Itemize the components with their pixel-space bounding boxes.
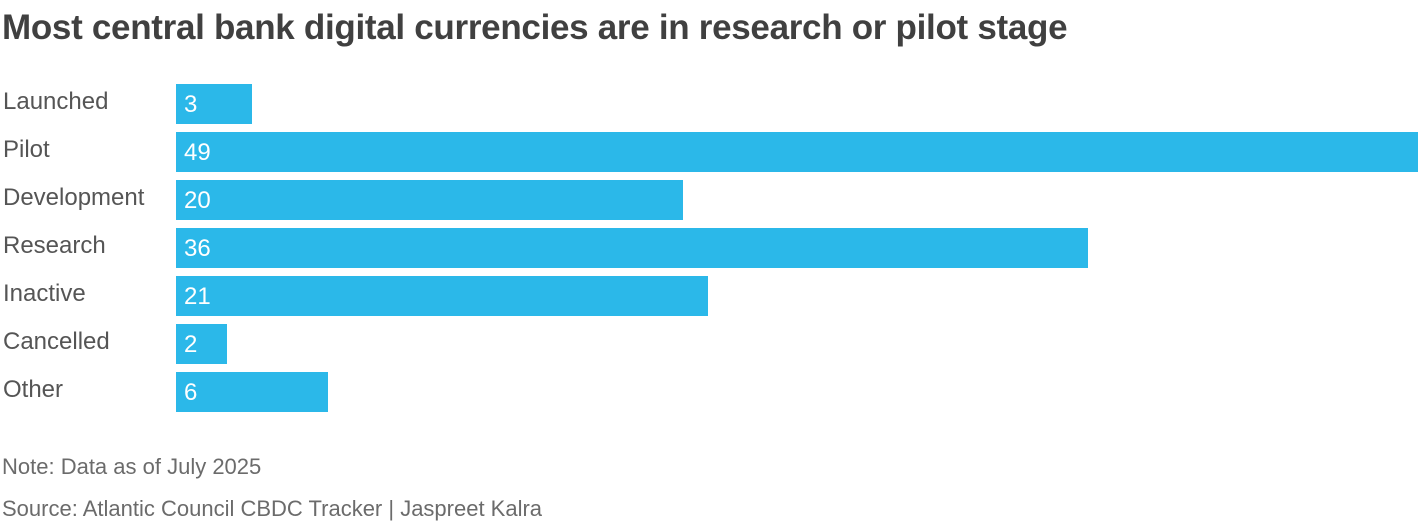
value-label: 36 (184, 235, 211, 262)
value-label: 3 (184, 91, 198, 118)
bar-row: Other 6 (0, 372, 1420, 412)
bar: 20 (176, 180, 683, 220)
category-label: Launched (3, 88, 109, 115)
category-label: Cancelled (3, 328, 110, 355)
value-label: 49 (184, 139, 211, 166)
category-label: Other (3, 376, 64, 403)
value-label: 2 (184, 331, 198, 358)
bar-row: Pilot 49 (0, 132, 1420, 172)
category-label: Research (3, 232, 106, 259)
category-label: Development (3, 184, 145, 211)
bar-row: Development 20 (0, 180, 1420, 220)
value-label: 20 (184, 187, 211, 214)
category-label: Pilot (3, 136, 50, 163)
bar-row: Launched 3 (0, 84, 1420, 124)
chart-note: Note: Data as of July 2025 (2, 454, 262, 479)
bar: 3 (176, 84, 252, 124)
chart-title: Most central bank digital currencies are… (2, 8, 1068, 47)
value-label: 21 (184, 283, 211, 310)
bar: 2 (176, 324, 227, 364)
bar-row: Inactive 21 (0, 276, 1420, 316)
chart-source: Source: Atlantic Council CBDC Tracker | … (2, 496, 543, 521)
bar: 36 (176, 228, 1088, 268)
value-label: 6 (184, 379, 198, 406)
bar: 21 (176, 276, 708, 316)
bar: 6 (176, 372, 328, 412)
bar-row: Research 36 (0, 228, 1420, 268)
category-label: Inactive (3, 280, 86, 307)
bar-row: Cancelled 2 (0, 324, 1420, 364)
bar: 49 (176, 132, 1418, 172)
